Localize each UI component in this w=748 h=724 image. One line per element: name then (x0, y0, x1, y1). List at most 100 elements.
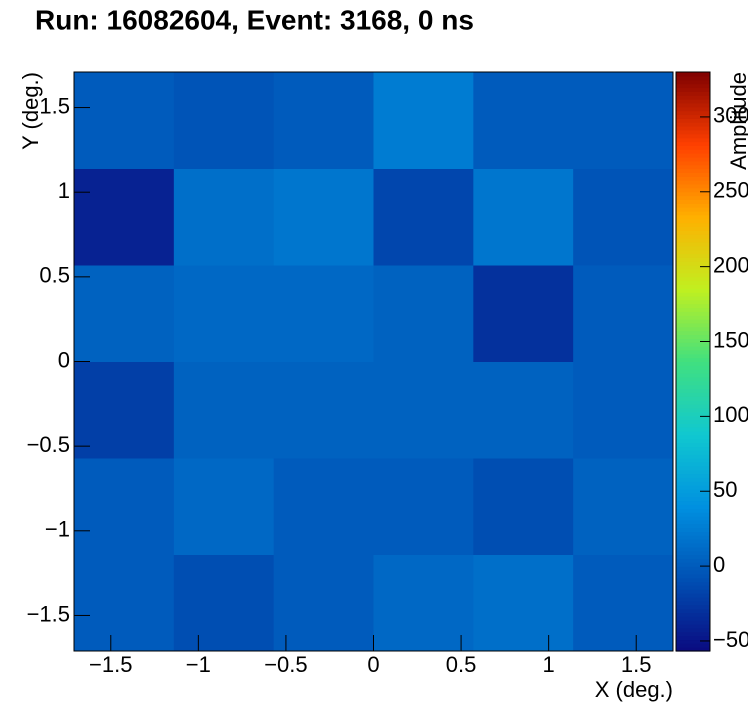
heatmap-cell (74, 554, 175, 652)
colorbar-segment (676, 195, 710, 200)
heatmap-cell (173, 72, 275, 169)
heatmap-cell (473, 265, 574, 362)
colorbar-tick-label: 0 (713, 552, 725, 577)
colorbar-segment (676, 176, 710, 181)
colorbar-segment (676, 102, 710, 108)
colorbar-segment (676, 531, 710, 536)
colorbar-segment (676, 616, 710, 621)
colorbar-segment (676, 477, 710, 482)
colorbar-segment (676, 411, 710, 417)
colorbar-segment (676, 222, 710, 227)
colorbar-segment (676, 446, 710, 451)
heatmap-cell (473, 168, 574, 266)
x-tick-label: 1.5 (621, 652, 652, 677)
colorbar-segment (676, 496, 710, 502)
colorbar-segment (676, 160, 710, 166)
colorbar-segment (676, 365, 710, 370)
heatmap-cell (473, 72, 574, 169)
colorbar-segment (676, 311, 710, 316)
colorbar-segment (676, 168, 710, 173)
colorbar-segment (676, 581, 710, 586)
colorbar-segment (676, 442, 710, 448)
colorbar-segment (676, 407, 710, 413)
colorbar-segment (676, 118, 710, 123)
y-tick-label: 0 (58, 347, 70, 372)
colorbar-segment (676, 380, 710, 386)
colorbar-segment (676, 79, 710, 85)
colorbar-segment (676, 106, 710, 112)
colorbar-segment (676, 183, 710, 189)
colorbar-segment (676, 512, 710, 517)
colorbar-segment (676, 265, 710, 270)
colorbar-segment (676, 373, 710, 378)
heatmap-cell (373, 72, 474, 169)
colorbar-segment (676, 191, 710, 197)
heatmap-cell (173, 361, 275, 459)
colorbar-segment (676, 230, 710, 235)
heatmap-cell (74, 72, 175, 169)
colorbar-segment (676, 620, 710, 625)
colorbar-segment (676, 72, 710, 77)
heatmap-cell (373, 265, 474, 362)
colorbar-segment (676, 376, 710, 382)
colorbar-segment (676, 319, 710, 324)
colorbar-segment (676, 623, 710, 629)
colorbar-segment (676, 114, 710, 119)
heatmap-cell (473, 554, 574, 652)
colorbar-segment (676, 596, 710, 602)
colorbar-segment (676, 527, 710, 532)
colorbar-segment (676, 535, 710, 540)
colorbar-segment (676, 91, 710, 96)
colorbar-segment (676, 241, 710, 247)
heatmap-cell (373, 361, 474, 459)
colorbar-segment (676, 253, 710, 258)
colorbar-segment (676, 129, 710, 135)
colorbar-segment (676, 643, 710, 648)
colorbar-segment (676, 164, 710, 170)
heatmap-cell (573, 168, 674, 266)
colorbar-segment (676, 473, 710, 478)
colorbar-segment (676, 153, 710, 158)
colorbar-segment (676, 569, 710, 575)
colorbar-segment (676, 303, 710, 309)
colorbar-segment (676, 288, 710, 293)
colorbar-segment (676, 276, 710, 282)
y-tick-label: −0.5 (27, 432, 70, 457)
colorbar-segment (676, 600, 710, 606)
colorbar-tick-label: 50 (713, 477, 737, 502)
colorbar-segment (676, 388, 710, 393)
colorbar-segment (676, 562, 710, 567)
heatmap-cell (74, 361, 175, 459)
colorbar-tick-label: 250 (713, 178, 748, 203)
colorbar-segment (676, 627, 710, 633)
y-axis-label: Y (deg.) (18, 72, 43, 150)
colorbar-segment (676, 133, 710, 139)
x-tick-label: −1 (186, 652, 211, 677)
colorbar-segment (676, 400, 710, 405)
heatmap-cell (573, 265, 674, 362)
colorbar-segment (676, 384, 710, 390)
colorbar-segment (676, 550, 710, 556)
colorbar-segment (676, 268, 710, 274)
heatmap-cell (273, 458, 374, 555)
heatmap-cell (273, 168, 374, 266)
colorbar-segment (676, 469, 710, 475)
colorbar-segment (676, 573, 710, 579)
colorbar-segment (676, 427, 710, 432)
colorbar-segment (676, 423, 710, 428)
colorbar-segment (676, 234, 710, 239)
colorbar-segment (676, 492, 710, 498)
colorbar-segment (676, 172, 710, 177)
y-tick-label: −1.5 (27, 601, 70, 626)
colorbar-segment (676, 83, 710, 89)
colorbar-segment (676, 589, 710, 594)
x-tick-label: 0 (367, 652, 379, 677)
colorbar-segment (676, 396, 710, 401)
colorbar-segment (676, 558, 710, 563)
colorbar-segment (676, 245, 710, 251)
colorbar-segment (676, 280, 710, 285)
heatmap-cell (573, 458, 674, 555)
colorbar-segment (676, 465, 710, 471)
y-tick-label: 1 (58, 178, 70, 203)
